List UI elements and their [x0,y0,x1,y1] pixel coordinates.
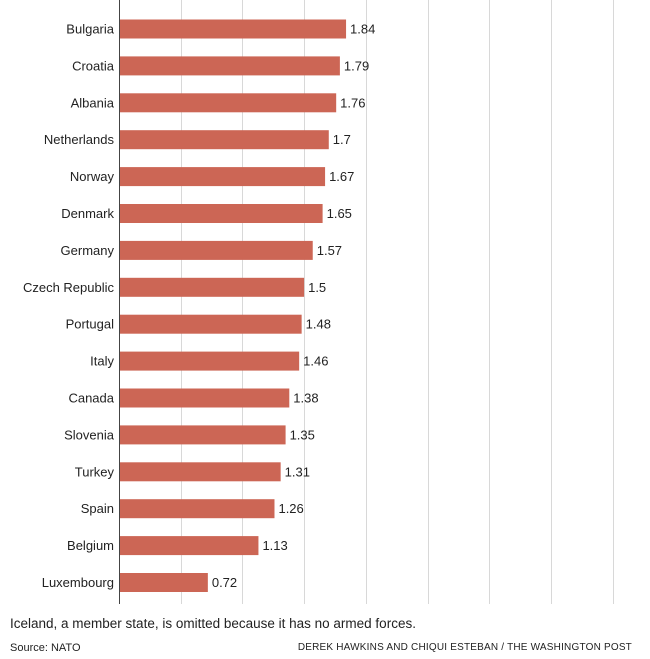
bars [120,19,347,592]
bar [120,130,329,150]
value-label: 1.35 [290,427,315,442]
value-label: 1.79 [344,58,369,73]
category-label: Czech Republic [23,280,115,295]
category-label: Norway [70,169,115,184]
value-label: 1.5 [308,280,326,295]
value-label: 1.31 [285,464,310,479]
chart-note: Iceland, a member state, is omitted beca… [10,616,416,631]
bar [120,314,302,334]
bar [120,388,290,408]
bar [120,240,313,260]
bar [120,204,323,223]
category-label: Albania [71,95,115,110]
bar [120,351,300,371]
source-label: Source: NATO [10,642,81,654]
category-label: Slovenia [64,427,115,442]
category-label: Croatia [72,58,115,73]
category-label: Bulgaria [66,22,114,37]
category-labels: Bulgaria Croatia Albania Netherlands Norway D… [23,22,115,591]
value-label: 1.67 [329,169,354,184]
chart-footer: Source: NATO DEREK HAWKINS AND CHIQUI ES… [10,642,632,654]
category-label: Denmark [61,206,114,221]
bar [120,167,326,187]
value-label: 1.38 [293,391,318,406]
bar [120,425,286,445]
bar [120,277,305,297]
category-label: Belgium [67,538,114,553]
bar-chart: Bulgaria Croatia Albania Netherlands Norway D… [23,0,614,604]
value-label: 1.48 [306,317,331,332]
category-label: Germany [61,243,115,258]
value-label: 1.7 [333,132,351,147]
credit-label: DEREK HAWKINS AND CHIQUI ESTEBAN / THE W… [297,642,632,653]
category-label: Netherlands [44,132,115,147]
value-label: 1.84 [350,22,375,37]
bar [120,56,340,76]
value-label: 1.26 [278,501,303,516]
category-label: Luxembourg [42,575,114,590]
bar [120,499,275,519]
bar [120,573,208,592]
bar [120,536,259,556]
value-label: 0.72 [212,575,237,590]
bar [120,93,337,113]
value-labels: 1.84 1.79 1.76 1.7 1.67 1.65 1.57 1.5 1.48 1.46 1.… [212,22,376,591]
category-label: Turkey [75,464,115,479]
value-label: 1.57 [317,243,342,258]
category-label: Italy [90,354,114,369]
value-label: 1.65 [327,206,352,221]
category-label: Spain [81,501,114,516]
bar [120,462,281,482]
category-label: Canada [68,391,114,406]
bar [120,19,347,39]
value-label: 1.13 [262,538,287,553]
category-label: Portugal [66,317,115,332]
value-label: 1.76 [340,95,365,110]
value-label: 1.46 [303,354,328,369]
